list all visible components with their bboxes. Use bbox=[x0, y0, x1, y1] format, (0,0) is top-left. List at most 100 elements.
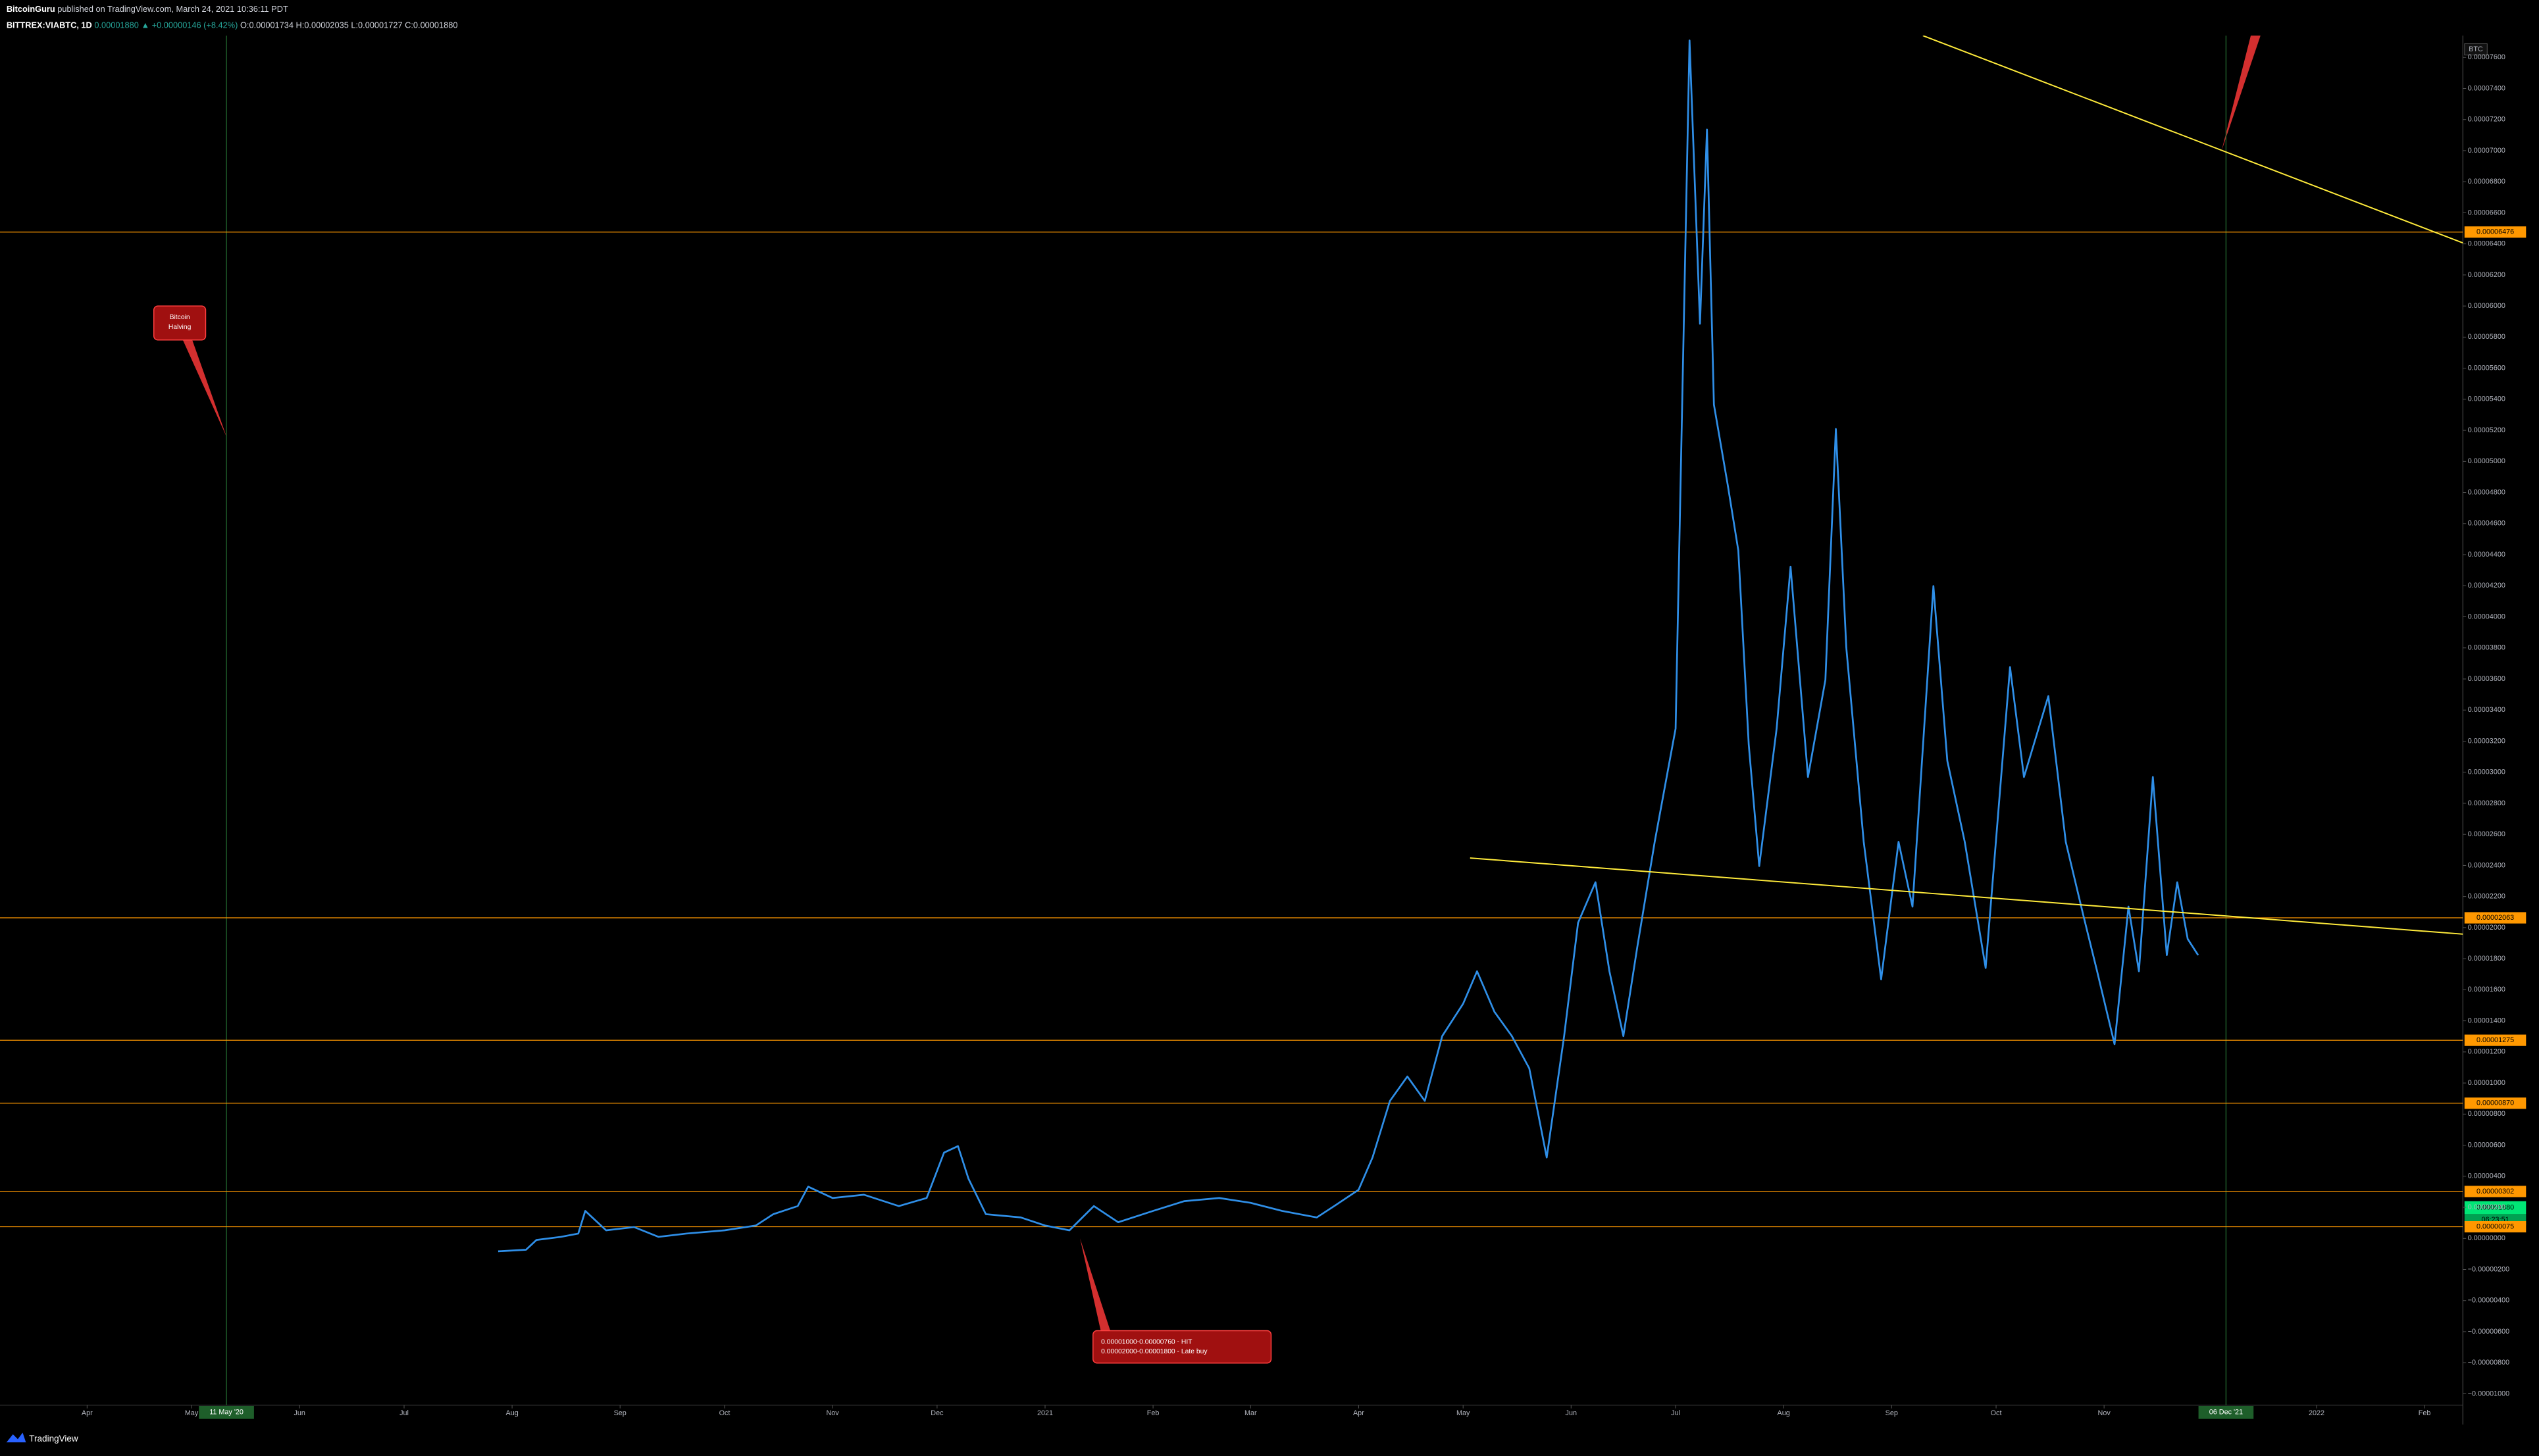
level-label: 0.00000075 bbox=[2476, 1222, 2514, 1230]
published: published on TradingView.com, March 24, … bbox=[57, 4, 288, 14]
x-tick-label: Apr bbox=[1353, 1409, 1364, 1417]
level-box bbox=[2464, 226, 2526, 238]
y-tick-label: 0.00005400 bbox=[2468, 395, 2505, 403]
y-tick-label: 0.00006800 bbox=[2468, 178, 2505, 186]
level-label: 0.00000870 bbox=[2476, 1099, 2514, 1107]
y-tick-label: −0.00001000 bbox=[2468, 1390, 2509, 1397]
y-tick-label: 0.00000600 bbox=[2468, 1141, 2505, 1149]
y-tick-label: 0.00007600 bbox=[2468, 53, 2505, 61]
x-tick-label: Jun bbox=[1566, 1409, 1577, 1417]
y-tick-label: −0.00000400 bbox=[2468, 1297, 2509, 1305]
callout-text: Halving bbox=[168, 324, 192, 331]
y-tick-label: 0.00006600 bbox=[2468, 209, 2505, 216]
symbol: BITTREX:VIABTC, 1D bbox=[7, 20, 92, 30]
callout-box bbox=[153, 305, 207, 341]
x-tick-label: May bbox=[185, 1409, 199, 1417]
y-tick-label: 0.00001800 bbox=[2468, 955, 2505, 963]
x-tick-label: Mar bbox=[1244, 1409, 1257, 1417]
y-tick-label: −0.00000200 bbox=[2468, 1265, 2509, 1273]
y-tick-label: 0.00006200 bbox=[2468, 271, 2505, 279]
axis-unit: BTC bbox=[2469, 45, 2483, 53]
y-tick-label: 0.00007400 bbox=[2468, 84, 2505, 92]
y-tick-label: 0.00005000 bbox=[2468, 457, 2505, 465]
last-price: 0.00001880 bbox=[94, 20, 139, 30]
price-box bbox=[2464, 1201, 2526, 1215]
y-tick-label: 0.00000800 bbox=[2468, 1110, 2505, 1118]
level-box bbox=[2464, 1034, 2526, 1046]
brand: TradingView bbox=[29, 1434, 78, 1443]
date-marker-label: 11 May '20 bbox=[209, 1409, 244, 1417]
y-tick-label: 0.00006000 bbox=[2468, 302, 2505, 310]
level-label: 0.00000302 bbox=[2476, 1188, 2514, 1195]
ohlc: O:0.00001734 H:0.00002035 L:0.00001727 C… bbox=[240, 20, 457, 30]
y-tick-label: 0.00005800 bbox=[2468, 333, 2505, 341]
x-tick-label: Feb bbox=[2419, 1409, 2431, 1417]
x-tick-label: Jul bbox=[1671, 1409, 1680, 1417]
y-tick-label: 0.00001000 bbox=[2468, 1079, 2505, 1087]
level-box bbox=[2464, 912, 2526, 924]
trendline bbox=[1470, 857, 2463, 935]
y-tick-label: 0.00004600 bbox=[2468, 520, 2505, 528]
callout-text: Bitcoin bbox=[170, 314, 190, 321]
change: ▲ +0.00000146 (+8.42%) bbox=[141, 20, 238, 30]
date-marker-box bbox=[2198, 1405, 2254, 1419]
y-tick-label: 0.00002800 bbox=[2468, 799, 2505, 807]
level-label: 0.00006476 bbox=[2476, 228, 2514, 236]
x-tick-label: Jul bbox=[399, 1409, 409, 1417]
author: BitcoinGuru bbox=[7, 4, 55, 14]
y-tick-label: 0.00002600 bbox=[2468, 830, 2505, 838]
x-tick-label: Nov bbox=[2098, 1409, 2111, 1417]
y-tick-label: 0.00000000 bbox=[2468, 1234, 2505, 1242]
y-tick-label: 0.00004800 bbox=[2468, 488, 2505, 496]
red-arrow bbox=[2221, 36, 2261, 151]
x-tick-label: May bbox=[1456, 1409, 1470, 1417]
y-tick-label: −0.00000800 bbox=[2468, 1359, 2509, 1367]
x-tick-label: Aug bbox=[1778, 1409, 1790, 1417]
y-tick-label: 0.00001400 bbox=[2468, 1017, 2505, 1024]
callout-text: 0.00001000-0.00000760 - HIT bbox=[1101, 1338, 1193, 1345]
trendline bbox=[1922, 36, 2463, 244]
callout-text: 0.00002000-0.00001800 - Late buy bbox=[1101, 1348, 1208, 1355]
unit-box bbox=[2464, 43, 2488, 56]
y-tick-label: 0.00002000 bbox=[2468, 924, 2505, 932]
x-tick-label: Oct bbox=[1991, 1409, 2002, 1417]
date-marker-box bbox=[199, 1405, 254, 1419]
callout-box bbox=[1092, 1330, 1272, 1364]
level-label: 0.00002063 bbox=[2476, 914, 2514, 922]
y-tick-label: 0.00007200 bbox=[2468, 116, 2505, 124]
y-tick-label: 0.00001600 bbox=[2468, 986, 2505, 993]
x-tick-label: Aug bbox=[505, 1409, 518, 1417]
logo-icon bbox=[6, 1432, 26, 1443]
y-tick-label: 0.00003200 bbox=[2468, 737, 2505, 745]
symbol-line: BITTREX:VIABTC, 1D 0.00001880 ▲ +0.00000… bbox=[7, 20, 458, 30]
y-tick-label: 0.00003800 bbox=[2468, 644, 2505, 652]
y-tick-label: 0.00002400 bbox=[2468, 861, 2505, 869]
level-label: 0.00001275 bbox=[2476, 1036, 2514, 1044]
x-tick-label: Feb bbox=[1147, 1409, 1160, 1417]
y-tick-label: 0.00004000 bbox=[2468, 613, 2505, 620]
x-tick-label: Nov bbox=[826, 1409, 839, 1417]
footer-logo: TradingView bbox=[6, 1432, 78, 1443]
y-tick-label: 0.00003400 bbox=[2468, 706, 2505, 714]
publisher-line: BitcoinGuru published on TradingView.com… bbox=[7, 4, 288, 14]
y-tick-label: 0.00001200 bbox=[2468, 1048, 2505, 1056]
x-tick-label: 2022 bbox=[2309, 1409, 2324, 1417]
x-tick-label: Apr bbox=[82, 1409, 93, 1417]
y-tick-label: 0.00003600 bbox=[2468, 675, 2505, 683]
halving-callout: Bitcoin Halving bbox=[153, 305, 227, 438]
level-box bbox=[2464, 1097, 2526, 1109]
callout-arrow bbox=[181, 336, 227, 438]
level-box bbox=[2464, 1186, 2526, 1197]
y-tick-label: 0.00003000 bbox=[2468, 768, 2505, 776]
price-label: 0.00001880 bbox=[2476, 1203, 2514, 1211]
plot-area bbox=[0, 36, 2463, 1405]
y-tick-label: 0.00004200 bbox=[2468, 582, 2505, 590]
x-tick-label: Jun bbox=[294, 1409, 305, 1417]
x-tick-label: Sep bbox=[1885, 1409, 1898, 1417]
x-tick-label: Dec bbox=[931, 1409, 944, 1417]
y-tick-label: 0.00000200 bbox=[2468, 1203, 2505, 1211]
y-tick-label: −0.00000600 bbox=[2468, 1328, 2509, 1336]
y-tick-label: 0.00007000 bbox=[2468, 147, 2505, 155]
